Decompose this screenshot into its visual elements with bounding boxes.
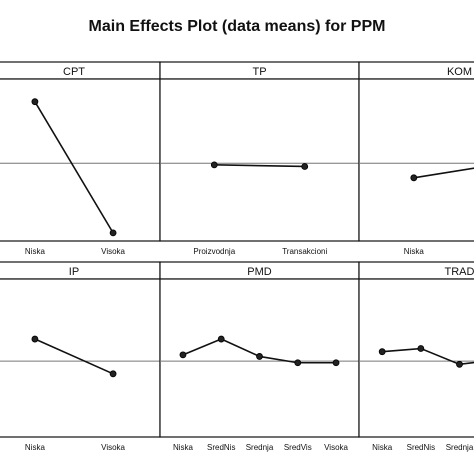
panel-ip-header (0, 261, 161, 280)
panel-pmd-point (332, 359, 340, 367)
panel-pmd-point (256, 353, 263, 360)
panel-pmd-tick-label: SredNis (207, 443, 235, 452)
panel-pmd-tick-label: Niska (173, 443, 194, 452)
panel-cpt-frame (0, 78, 161, 242)
panel-trad-point (456, 360, 463, 368)
panel-pmd-point (217, 335, 225, 343)
panel-tp-title: TP (252, 66, 266, 78)
panel-kom-frame (358, 78, 474, 242)
panel-tp-series-line (214, 164, 305, 168)
panel-ip-point (109, 370, 117, 378)
panel-trad-point (417, 345, 425, 352)
panel-pmd-title: PMD (247, 266, 272, 278)
panel-ip-series-line (34, 338, 114, 375)
chart-title: Main Effects Plot (data means) for PPM (88, 18, 386, 35)
panel-kom-tick-label: Niska (404, 247, 425, 256)
panel-pmd-point (179, 351, 187, 359)
panel-cpt-series-line (34, 101, 114, 234)
panel-cpt-point (31, 98, 39, 106)
panel-trad-frame (358, 278, 474, 438)
panel-trad-point (378, 348, 386, 356)
panel-tp-tick-label: Transakcioni (282, 247, 327, 256)
panel-pmd-tick-label: SredVis (284, 443, 312, 452)
panel-tp-point (301, 163, 309, 170)
panel-tp-frame (159, 78, 360, 242)
panel-trad-tick-label: SredNis (407, 443, 435, 452)
panel-ip-tick-label: Niska (25, 443, 46, 452)
panel-cpt-tick-label: Visoka (101, 247, 125, 256)
panel-ip-title: IP (69, 266, 79, 278)
panel-cpt-tick-label: Niska (25, 247, 46, 256)
panel-ip-point (31, 335, 39, 343)
panel-kom-point (410, 174, 418, 182)
panel-cpt-title: CPT (63, 66, 85, 78)
panel-pmd-point (294, 359, 302, 367)
panel-kom-title: KOM (447, 66, 472, 78)
panel-trad-tick-label: Niska (372, 443, 393, 452)
panel-ip-tick-label: Visoka (101, 443, 125, 452)
panel-trad-tick-label: Srednja (446, 443, 474, 452)
panel-ip-frame (0, 278, 161, 438)
panel-pmd-tick-label: Visoka (324, 443, 348, 452)
panel-pmd-tick-label: Srednja (246, 443, 274, 452)
panel-trad-title: TRAD (445, 266, 474, 278)
panel-tp-point (210, 161, 218, 169)
panel-kom-series-line (413, 167, 474, 179)
panel-tp-tick-label: Proizvodnja (193, 247, 235, 256)
panel-cpt-point (109, 229, 117, 237)
